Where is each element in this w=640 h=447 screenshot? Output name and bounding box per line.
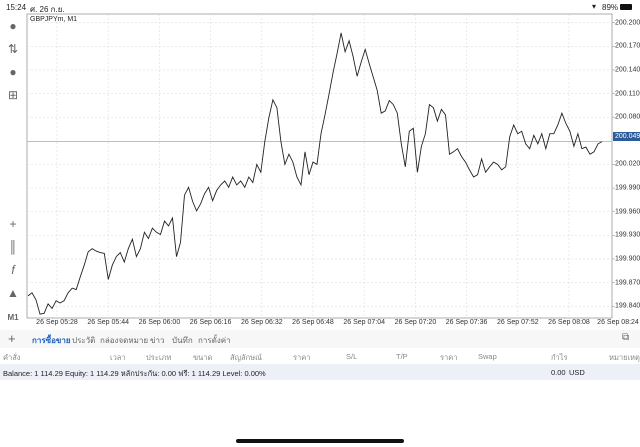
terminal-tabs: + การซื้อขาย ประวัติ กล่องจดหมาย ข่าว บั… — [0, 330, 640, 348]
x-tick-label: 26 Sep 06:32 — [240, 319, 283, 326]
y-tick-label: 199.990 — [615, 184, 640, 192]
tab-mailbox[interactable]: กล่องจดหมาย — [100, 336, 149, 345]
col-time: เวลา — [110, 353, 126, 362]
status-time: 15:24 — [6, 3, 27, 12]
y-tick-label: 200.170 — [615, 42, 640, 50]
x-tick-label: 26 Sep 07:04 — [343, 319, 386, 326]
y-tick-label: 200.110 — [615, 90, 640, 98]
col-profit: กำไร — [551, 353, 568, 362]
col-tp: T/P — [396, 352, 408, 361]
battery-percent: 89% — [602, 3, 619, 12]
y-tick-label: 200.080 — [615, 113, 640, 121]
col-sl: S/L — [346, 352, 358, 361]
current-price-label: 200.049 — [613, 132, 640, 141]
col-price-current: ราคา — [440, 353, 458, 362]
status-date: ศ. 26 ก.ย. — [30, 5, 65, 14]
col-price: ราคา — [293, 353, 311, 362]
x-tick-label: 26 Sep 06:16 — [189, 319, 232, 326]
col-type: ประเภท — [146, 353, 172, 362]
account-icon[interactable]: ● — [9, 19, 17, 33]
col-symbol: สัญลักษณ์ — [230, 353, 263, 362]
balance-summary: Balance: 1 114.29 Equity: 1 114.29 หลักป… — [3, 369, 266, 378]
tab-settings[interactable]: การตั้งค่า — [198, 336, 231, 345]
tab-history[interactable]: ประวัติ — [72, 336, 96, 345]
crosshair-icon[interactable]: + — [9, 217, 17, 231]
tab-news[interactable]: ข่าว — [150, 336, 165, 345]
x-tick-label: 26 Sep 07:20 — [394, 319, 437, 326]
new-order-icon[interactable]: ⊞ — [7, 88, 19, 102]
x-tick-label: 26 Sep 05:28 — [36, 319, 78, 326]
col-order: คำสั่ง — [3, 353, 21, 362]
balance-row: Balance: 1 114.29 Equity: 1 114.29 หลักป… — [0, 364, 640, 380]
add-icon[interactable]: + — [8, 331, 16, 346]
currency: USD — [569, 368, 585, 377]
x-tick-label: 26 Sep 05:44 — [87, 319, 130, 326]
total-profit: 0.00 — [551, 368, 566, 377]
y-tick-label: 199.960 — [615, 208, 640, 216]
price-chart[interactable] — [0, 0, 640, 330]
plot-frame — [26, 13, 613, 319]
col-comment: หมายเหตุ — [609, 353, 640, 362]
y-tick-label: 199.840 — [615, 302, 640, 310]
x-tick-label: 26 Sep 08:08 — [548, 319, 590, 326]
candles-icon[interactable]: ║ — [8, 240, 18, 254]
tab-trade[interactable]: การซื้อขาย — [32, 336, 71, 345]
home-indicator — [236, 439, 404, 443]
x-tick-label: 26 Sep 06:48 — [292, 319, 334, 326]
y-tick-label: 199.930 — [615, 231, 640, 239]
tab-journal[interactable]: บันทึก — [172, 336, 193, 345]
y-tick-label: 200.020 — [615, 160, 640, 168]
x-tick-label: 26 Sep 06:00 — [138, 319, 181, 326]
price-line-series — [27, 32, 603, 315]
col-volume: ขนาด — [193, 353, 213, 362]
chat-icon[interactable]: ● — [9, 65, 17, 79]
status-bar: 15:24 ศ. 26 ก.ย. ▾ 89% — [0, 0, 640, 14]
y-tick-label: 199.900 — [615, 255, 640, 263]
x-tick-label: 26 Sep 07:36 — [445, 319, 488, 326]
x-tick-label: 26 Sep 07:52 — [496, 319, 539, 326]
trade-arrows-icon[interactable]: ⇅ — [7, 42, 19, 56]
timeframe-button[interactable]: M1 — [7, 312, 19, 322]
x-tick-label: 26 Sep 08:24 — [597, 319, 639, 326]
layout-icon[interactable]: ⧉ — [622, 332, 630, 343]
wifi-icon: ▾ — [592, 2, 597, 11]
y-tick-label: 200.140 — [615, 66, 640, 74]
chart-symbol-label: GBPJPYm, M1 — [30, 16, 78, 23]
objects-icon[interactable]: ▲ — [7, 286, 19, 300]
col-swap: Swap — [478, 352, 497, 361]
table-header: คำสั่ง เวลา ประเภท ขนาด สัญลักษณ์ ราคา S… — [0, 348, 640, 364]
battery-icon — [620, 4, 632, 10]
y-tick-label: 200.200 — [615, 19, 640, 27]
indicators-icon[interactable]: f — [11, 263, 15, 277]
y-tick-label: 199.870 — [615, 279, 640, 287]
